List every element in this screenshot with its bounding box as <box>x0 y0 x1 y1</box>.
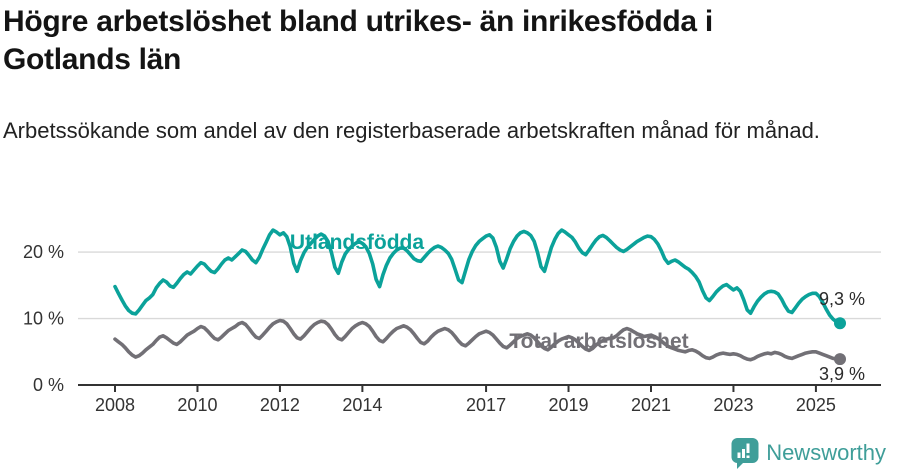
grid-and-axes-layer: 0 % 10 % 20 % 2008 2010 2012 2014 2017 2019 2021 2… <box>23 242 881 415</box>
x-tick-label: 2021 <box>631 395 671 415</box>
newsworthy-logo: Newsworthy <box>731 437 886 469</box>
y-tick-label: 0 % <box>33 375 64 395</box>
y-tick-label: 20 % <box>23 242 64 262</box>
chart-title: Högre arbetslöshet bland utrikes- än inr… <box>3 5 713 76</box>
series-label-utlandsfodda: Utlandsfödda <box>290 231 424 254</box>
y-tick-label: 10 % <box>23 309 64 329</box>
x-tick-label: 2010 <box>177 395 217 415</box>
x-tick-label: 2017 <box>466 395 506 415</box>
x-tick-label: 2008 <box>95 395 135 415</box>
series-line-utlandsfodda <box>113 228 842 326</box>
x-tick-label: 2025 <box>796 395 836 415</box>
x-tick-label: 2019 <box>549 395 589 415</box>
series-end-dot-utlandsfodda <box>834 317 846 330</box>
x-tick-label: 2012 <box>260 395 300 415</box>
brand-name: Newsworthy <box>766 440 886 465</box>
newsworthy-logo-icon <box>731 438 759 469</box>
end-value-label-utlandsfodda: 9,3 % <box>819 289 865 309</box>
end-label-backdrop <box>815 365 873 384</box>
series-end-dot-total-arbetsloshet <box>834 353 846 366</box>
end-value-label-total-arbetsloshet: 3,9 % <box>819 364 865 384</box>
x-tick-label: 2014 <box>342 395 382 415</box>
exclamation-glyph <box>746 443 750 453</box>
bar-chart-glyph <box>737 452 741 458</box>
series-label-total-arbetsloshet: Total arbetslöshet <box>509 330 688 353</box>
chart-subtitle: Arbetssökande som andel av den registerb… <box>3 118 820 143</box>
x-tick-label: 2023 <box>713 395 753 415</box>
series-line-total-arbetsloshet <box>113 318 842 362</box>
